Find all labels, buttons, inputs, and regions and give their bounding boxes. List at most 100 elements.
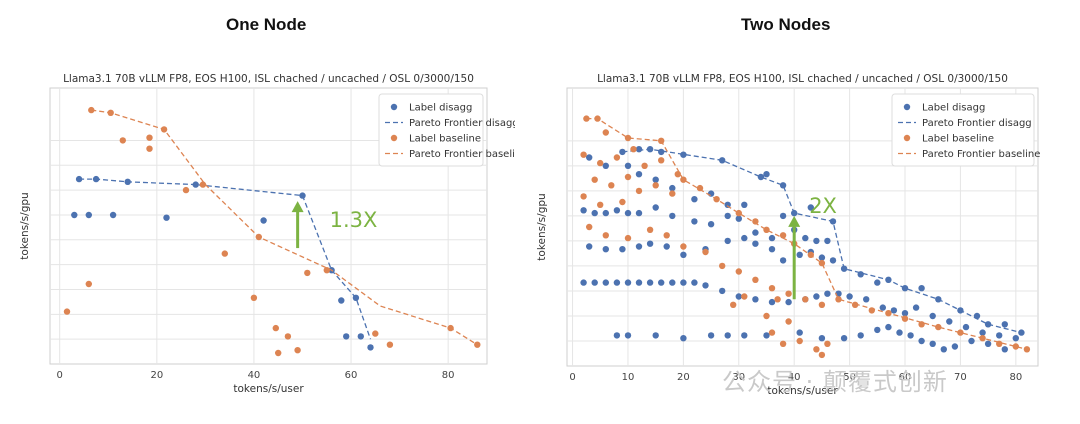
- point-disagg: [591, 279, 598, 286]
- point-disagg: [763, 171, 770, 178]
- point-baseline: [624, 134, 632, 142]
- point-baseline: [901, 315, 909, 322]
- point-disagg: [796, 329, 803, 336]
- point-disagg: [343, 333, 350, 340]
- legend-entry: Pareto Frontier baseline: [922, 149, 1040, 160]
- point-baseline: [663, 232, 670, 239]
- point-disagg: [260, 217, 267, 224]
- point-disagg: [613, 332, 621, 339]
- point-disagg: [863, 296, 870, 303]
- x-tick-label: 0: [57, 370, 63, 381]
- annotation-label: 1.3X: [330, 208, 378, 232]
- point-disagg: [602, 162, 609, 169]
- point-baseline: [323, 267, 330, 274]
- x-tick-label: 60: [899, 372, 912, 383]
- x-axis-label: tokens/s/user: [233, 383, 304, 395]
- point-baseline: [146, 145, 153, 152]
- point-disagg: [901, 310, 909, 317]
- point-disagg: [752, 240, 759, 247]
- watermark-text: 公众号 · 颠覆式创新: [722, 368, 948, 396]
- point-disagg: [829, 257, 837, 264]
- pareto-line-disagg: [622, 148, 1022, 334]
- point-disagg: [929, 340, 936, 347]
- legend-entry: Label disagg: [409, 103, 472, 114]
- point-disagg: [646, 240, 654, 247]
- legend-box: [891, 93, 1035, 167]
- x-tick-label: 20: [677, 372, 690, 383]
- legend-entry: Pareto Frontier disagg: [922, 118, 1032, 129]
- point-disagg: [907, 332, 914, 339]
- point-baseline: [818, 351, 826, 359]
- point-baseline: [752, 276, 759, 283]
- point-baseline: [372, 330, 379, 337]
- point-baseline: [658, 157, 665, 164]
- legend-entry: Label baseline: [922, 134, 994, 145]
- point-baseline: [591, 176, 598, 183]
- point-baseline: [221, 250, 228, 257]
- point-baseline: [619, 198, 626, 206]
- point-disagg: [635, 171, 643, 178]
- point-baseline: [768, 285, 776, 292]
- point-disagg: [901, 285, 909, 292]
- point-disagg: [635, 209, 643, 217]
- point-baseline: [779, 232, 787, 239]
- point-baseline: [613, 154, 621, 161]
- point-disagg: [580, 207, 587, 214]
- point-disagg: [586, 154, 593, 161]
- point-baseline: [119, 137, 127, 144]
- point-disagg: [741, 201, 748, 208]
- point-baseline: [182, 186, 190, 194]
- legend-dot-marker: [903, 103, 911, 111]
- point-disagg: [680, 279, 687, 286]
- annotation-arrow-head: [291, 201, 304, 213]
- point-disagg: [163, 214, 170, 221]
- heading-one-node: One Node: [226, 15, 307, 34]
- point-disagg: [613, 207, 621, 214]
- point-baseline: [774, 296, 781, 303]
- point-disagg: [818, 335, 826, 342]
- point-disagg: [691, 218, 698, 225]
- point-disagg: [885, 323, 892, 331]
- point-baseline: [779, 340, 787, 347]
- point-baseline: [624, 173, 632, 181]
- point-baseline: [1012, 343, 1019, 350]
- point-baseline: [796, 337, 803, 345]
- point-disagg: [824, 237, 831, 245]
- point-disagg: [624, 332, 632, 339]
- point-disagg: [918, 337, 925, 345]
- point-disagg: [918, 285, 925, 292]
- point-disagg: [680, 251, 687, 258]
- point-disagg: [658, 279, 665, 286]
- point-baseline: [85, 280, 93, 288]
- point-disagg: [663, 243, 670, 250]
- point-baseline: [597, 201, 604, 208]
- point-disagg: [707, 332, 715, 339]
- point-disagg: [768, 246, 776, 253]
- point-disagg: [724, 332, 731, 339]
- point-disagg: [929, 312, 936, 320]
- point-disagg: [338, 297, 345, 304]
- point-baseline: [63, 308, 71, 315]
- point-disagg: [984, 340, 992, 347]
- chart-title: Llama3.1 70B vLLM FP8, EOS H100, ISL cha…: [597, 73, 1008, 85]
- point-disagg: [669, 279, 676, 286]
- point-disagg: [890, 307, 898, 314]
- point-baseline: [602, 232, 609, 239]
- x-tick-label: 60: [345, 370, 358, 381]
- chart-title: Llama3.1 70B vLLM FP8, EOS H100, ISL cha…: [63, 73, 474, 85]
- point-baseline: [719, 262, 726, 270]
- point-disagg: [912, 304, 920, 311]
- point-disagg: [785, 298, 792, 306]
- point-disagg: [71, 211, 78, 219]
- point-disagg: [824, 290, 831, 297]
- point-disagg: [635, 243, 643, 250]
- point-baseline: [752, 218, 759, 225]
- point-disagg: [879, 304, 886, 311]
- point-disagg: [619, 246, 626, 253]
- point-disagg: [719, 287, 726, 295]
- point-disagg: [109, 211, 117, 219]
- point-baseline: [735, 268, 742, 275]
- legend-dot-marker: [390, 134, 398, 142]
- point-disagg: [962, 323, 970, 331]
- point-disagg: [669, 212, 676, 220]
